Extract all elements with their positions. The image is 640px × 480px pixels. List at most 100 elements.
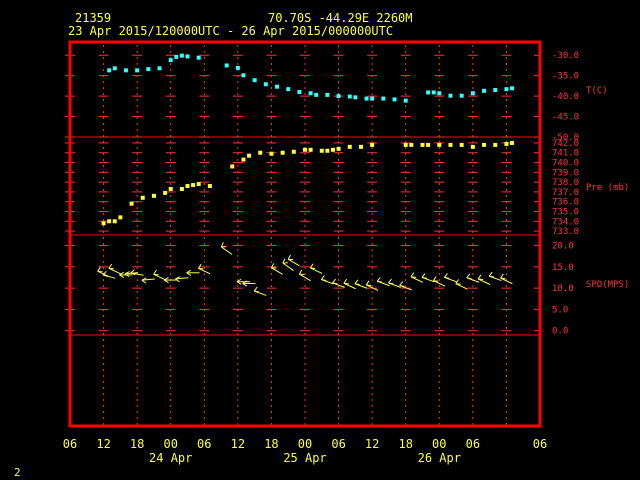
y-tick-label: 735.0 [552,207,579,217]
wind-arrow-head [102,270,107,276]
temperature-point [135,68,140,73]
chart-grid [65,45,540,425]
y-tick-label: 742.0 [552,139,579,149]
temperature-point [370,96,375,101]
wind-arrow [466,273,480,283]
wind-arrow [163,276,178,284]
wind-arrow-head [455,283,461,285]
wind-arrow-head [119,271,124,276]
y-tick-label: 20.0 [552,242,574,252]
pressure-axis-label: Pre (mb) [586,183,629,193]
pressure-point [185,184,190,189]
pressure-point [330,147,335,152]
station-id: 21359 [75,11,111,25]
chart-labels: 06 12 18 00 06 12 18 00 06 12 18 00 06 06 24 Apr 25 Apr… [63,51,630,465]
temperature-point [235,65,240,70]
temperature-point [168,58,173,63]
pressure-point [470,144,475,149]
temperature-point [325,92,330,97]
y-tick-label: -30.0 [552,51,579,61]
x-tick-label: 00 [298,437,312,451]
wind-arrow-shaft [299,273,311,282]
wind-arrow-shaft [153,273,166,281]
x-date-label: 26 Apr [418,451,461,465]
temperature-point [286,87,291,92]
x-tick-label: 18 [398,437,412,451]
wind-arrow [421,273,435,283]
y-tick-label: 740.0 [552,159,579,169]
x-tick-label: 06 [63,437,77,451]
wind-arrow-head [433,280,439,282]
temperature-point [308,91,313,96]
x-date-label: 24 Apr [149,451,192,465]
wind-arrow-head [343,282,349,285]
pressure-point [230,164,235,169]
pressure-point [420,142,425,147]
pressure-point [107,219,112,224]
page-number: 2 [14,466,21,479]
temperature-point [146,67,151,72]
wind-arrow-head [421,273,426,278]
wind-arrow-shaft [433,280,446,287]
temperature-point [392,97,397,102]
pressure-point [191,183,196,188]
pressure-point [448,142,453,147]
temperature-point [185,54,190,59]
x-tick-label: 06 [197,437,211,451]
x-tick-label: 12 [231,437,245,451]
temperature-point [263,82,268,87]
wind-arrow-head [153,273,159,276]
x-tick-label: 00 [432,437,446,451]
wind-arrow-head [466,277,472,280]
wind-arrow-head [287,254,292,260]
temperature-point [107,68,112,73]
temperature-point [403,98,408,103]
temperature-point [252,78,257,83]
wind-arrow-shaft [108,267,121,275]
wind-arrow-head [153,269,157,275]
pressure-point [409,142,414,147]
pressure-point [112,219,117,224]
wind-arrow-head [410,276,417,278]
wind-arrow-head [399,284,405,287]
wind-arrow-head [354,283,360,286]
wind-arrow-head [478,278,484,281]
y-tick-label: -35.0 [552,72,579,82]
wind-arrow [108,263,121,275]
temperature-axis-label: T(C) [586,86,608,96]
wind-arrow-head [365,280,370,286]
pressure-point [179,186,184,191]
pressure-point [280,150,285,155]
pressure-point [482,142,487,147]
pressure-point [308,147,313,152]
plot-frame [68,40,542,428]
wind-arrow-head [97,270,103,273]
wind-arrow [220,242,233,255]
wind-arrow [320,275,334,285]
wind-arrow-head [198,267,204,270]
wind-arrow-head [220,242,224,248]
y-tick-label: 15.0 [552,263,574,273]
pressure-point [129,201,134,206]
wind-arrow [197,263,211,275]
wind-arrow-shaft [477,278,491,285]
wind-arrow [242,280,256,287]
x-tick-label: 06 [466,437,480,451]
wind-arrow-head [282,258,286,264]
wind-arrow-head [253,286,258,292]
pressure-point [303,147,307,152]
pressure-point [403,142,408,147]
pressure-point [493,142,498,147]
chart-marks [97,53,515,296]
wind-arrow [270,263,283,275]
pressure-point [437,142,442,147]
y-tick-label: 10.0 [552,284,574,294]
temperature-point [275,84,280,89]
wind-arrow-shaft [221,246,233,255]
wind-arrow-head [124,271,130,275]
wind-arrow [141,277,155,284]
wind-arrow-head [343,278,348,284]
wind-arrow-head [332,278,336,284]
wind-arrow [332,278,345,288]
temperature-point [459,93,464,98]
